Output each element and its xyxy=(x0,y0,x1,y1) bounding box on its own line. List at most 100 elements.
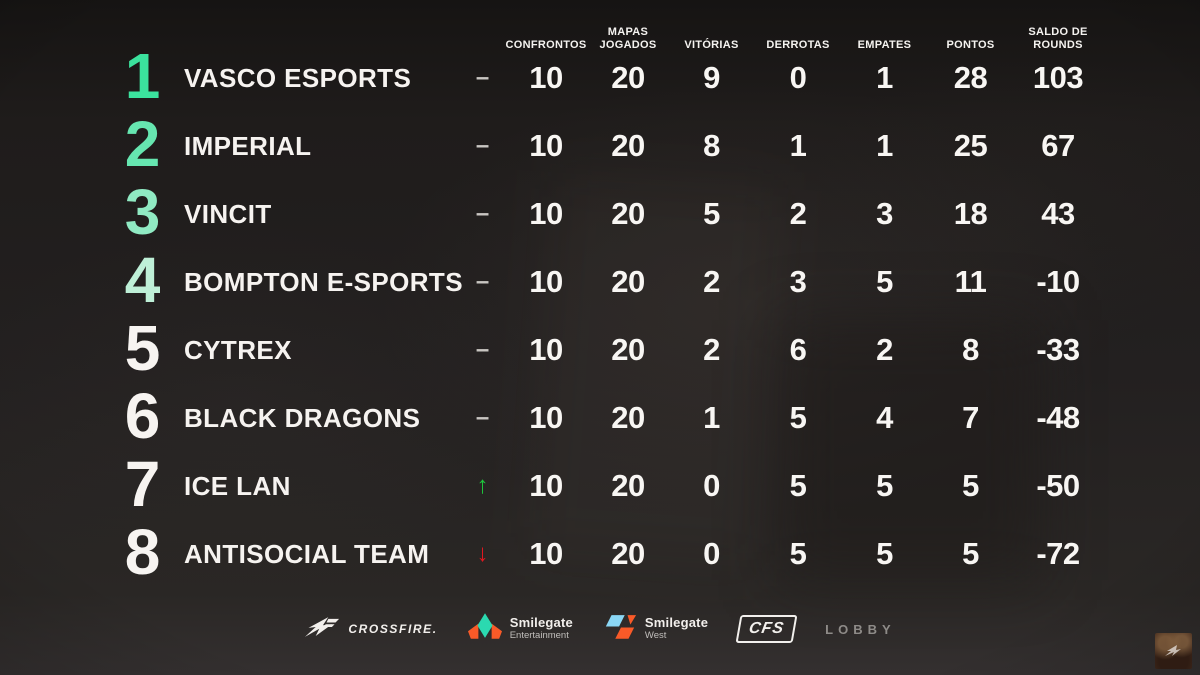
trend-dash-icon: – xyxy=(475,404,490,431)
stat-saldo-rounds: -33 xyxy=(1036,332,1080,367)
stat-confrontos: 10 xyxy=(529,400,563,435)
stat-empates: 1 xyxy=(876,60,893,95)
crossfire-cf-icon xyxy=(304,616,340,643)
stat-empates: 5 xyxy=(876,264,893,299)
stat-confrontos: 10 xyxy=(529,264,563,299)
stat-mapas-jogados: 20 xyxy=(611,60,645,95)
stat-mapas-jogados: 20 xyxy=(611,128,645,163)
stat-saldo-rounds: 67 xyxy=(1041,128,1075,163)
table-row: 8 ANTISOCIAL TEAM ↓ 10 20 0 5 5 5 -72 xyxy=(110,520,1102,588)
stat-pontos: 28 xyxy=(953,60,988,95)
trend-dash-icon: – xyxy=(475,336,490,363)
stat-mapas-jogados: 20 xyxy=(611,196,645,231)
smilegate-entertainment-text: Smilegate Entertainment xyxy=(509,615,573,642)
smilegate-division: West xyxy=(644,630,667,641)
stat-derrotas: 2 xyxy=(789,196,807,231)
team-name: CYTREX xyxy=(184,334,292,365)
team-name: IMPERIAL xyxy=(184,130,312,161)
rank-number: 7 xyxy=(124,448,161,520)
stat-saldo-rounds: -50 xyxy=(1036,468,1080,503)
team-name: VINCIT xyxy=(184,198,272,229)
stat-empates: 3 xyxy=(876,196,893,231)
table-row: 2 IMPERIAL – 10 20 8 1 1 25 67 xyxy=(110,112,1102,180)
smilegate-division: Entertainment xyxy=(509,630,569,641)
rank-number: 4 xyxy=(124,244,161,316)
smilegate-name: Smilegate xyxy=(644,615,709,631)
stat-saldo-rounds: -48 xyxy=(1036,400,1080,435)
stat-empates: 2 xyxy=(876,332,893,367)
cfs-wordmark: CFS xyxy=(747,620,786,637)
cfs-logo: CFS xyxy=(735,615,798,643)
trend-down-icon: ↓ xyxy=(476,540,489,567)
table-row: 6 BLACK DRAGONS – 10 20 1 5 4 7 -48 xyxy=(110,384,1102,452)
header-confrontos: CONFRONTOS xyxy=(505,38,587,51)
trend-dash-icon: – xyxy=(475,200,490,227)
stat-vitorias: 9 xyxy=(703,60,720,95)
stat-pontos: 7 xyxy=(962,400,979,435)
table-row: 1 VASCO ESPORTS – 10 20 9 0 1 28 103 xyxy=(110,44,1102,112)
stat-mapas-jogados: 20 xyxy=(611,264,645,299)
stat-saldo-rounds: 43 xyxy=(1041,196,1075,231)
smilegate-west-logo: Smilegate West xyxy=(603,613,708,645)
stat-pontos: 5 xyxy=(962,536,979,571)
stat-derrotas: 5 xyxy=(789,468,807,503)
cfs-logo-box: CFS xyxy=(735,615,798,643)
header-saldo-rounds: SALDO DE ROUNDS xyxy=(1028,25,1088,51)
crossfire-logo: CROSSFIRE. xyxy=(304,616,437,643)
stat-derrotas: 1 xyxy=(789,128,807,163)
lobby-wordmark: LOBBY xyxy=(825,621,896,637)
stat-mapas-jogados: 20 xyxy=(611,468,645,503)
header-mapas-jogados: MAPAS JOGADOS xyxy=(599,25,657,51)
team-name: ICE LAN xyxy=(184,470,291,501)
stat-pontos: 18 xyxy=(953,196,988,231)
stat-mapas-jogados: 20 xyxy=(611,536,645,571)
header-derrotas: DERROTAS xyxy=(766,38,830,51)
smilegate-entertainment-logo: Smilegate Entertainment xyxy=(467,613,573,645)
stat-saldo-rounds: -10 xyxy=(1036,264,1080,299)
background-blur-shape xyxy=(780,320,1040,580)
stat-vitorias: 2 xyxy=(703,332,720,367)
rank-number: 5 xyxy=(124,312,161,384)
stat-derrotas: 0 xyxy=(789,60,807,95)
team-name: BOMPTON E-SPORTS xyxy=(184,266,463,297)
smilegate-entertainment-icon xyxy=(467,613,502,645)
crossfire-stream-thumbnail xyxy=(1155,633,1192,669)
header-empates: EMPATES xyxy=(857,38,912,51)
table-row: 3 VINCIT – 10 20 5 2 3 18 43 xyxy=(110,180,1102,248)
table-row: 5 CYTREX – 10 20 2 6 2 8 -33 xyxy=(110,316,1102,384)
rank-number: 8 xyxy=(124,516,161,588)
trend-dash-icon: – xyxy=(475,64,490,91)
smilegate-west-text: Smilegate West xyxy=(644,615,709,642)
thumbnail-cf-mark xyxy=(1164,645,1181,656)
header-pontos: PONTOS xyxy=(946,38,995,51)
stat-saldo-rounds: -72 xyxy=(1036,536,1080,571)
trend-dash-icon: – xyxy=(475,268,490,295)
stat-derrotas: 3 xyxy=(789,264,807,299)
stat-confrontos: 10 xyxy=(529,468,563,503)
stat-vitorias: 0 xyxy=(703,536,720,571)
trend-up-icon: ↑ xyxy=(476,472,489,499)
team-name: VASCO ESPORTS xyxy=(184,62,412,93)
stat-derrotas: 5 xyxy=(789,536,807,571)
stat-confrontos: 10 xyxy=(529,332,563,367)
stat-derrotas: 5 xyxy=(789,400,807,435)
stat-pontos: 5 xyxy=(962,468,979,503)
rank-number: 2 xyxy=(124,108,161,180)
stat-vitorias: 0 xyxy=(703,468,720,503)
stat-pontos: 11 xyxy=(954,264,987,299)
stat-saldo-rounds: 103 xyxy=(1032,60,1084,95)
stat-mapas-jogados: 20 xyxy=(611,400,645,435)
team-name: BLACK DRAGONS xyxy=(184,402,421,433)
stat-vitorias: 5 xyxy=(703,196,720,231)
stat-empates: 4 xyxy=(876,400,893,435)
smilegate-name: Smilegate xyxy=(509,615,573,631)
smilegate-west-icon xyxy=(603,613,637,645)
stat-empates: 1 xyxy=(876,128,893,163)
trend-dash-icon: – xyxy=(475,132,490,159)
team-name: ANTISOCIAL TEAM xyxy=(184,538,430,569)
sponsor-footer: CROSSFIRE. Smilegate Entertainment xyxy=(0,604,1200,654)
stat-pontos: 8 xyxy=(962,332,979,367)
table-header-row: CONFRONTOS MAPAS JOGADOS VITÓRIAS DERROT… xyxy=(110,14,1102,52)
crossfire-wordmark: CROSSFIRE. xyxy=(348,622,438,636)
table-row: 7 ICE LAN ↑ 10 20 0 5 5 5 -50 xyxy=(110,452,1102,520)
